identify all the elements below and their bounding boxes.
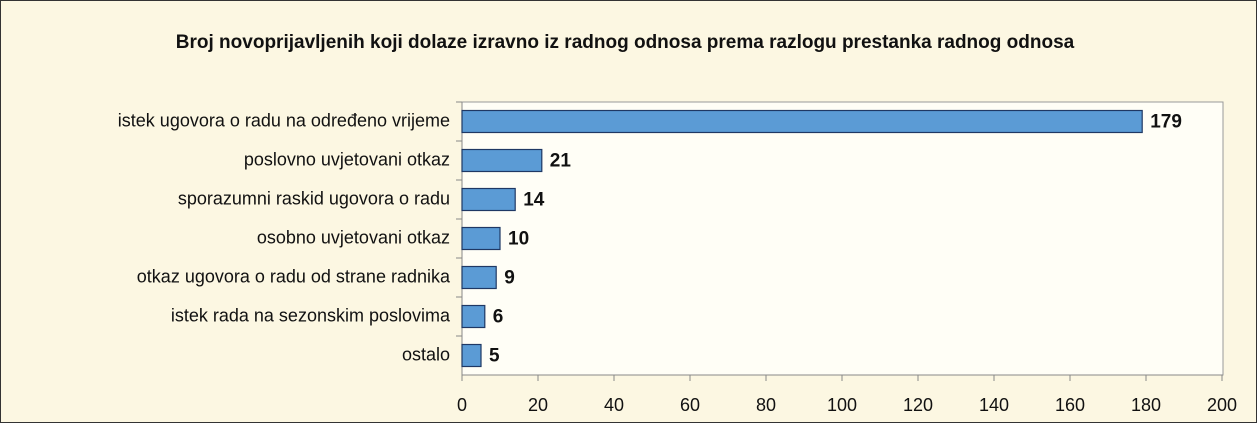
y-tick-label: osobno uvjetovani otkaz (257, 227, 450, 247)
y-tick-label: istek ugovora o radu na određeno vrijeme (118, 110, 450, 130)
bar (461, 343, 482, 368)
plot-area (461, 101, 1224, 376)
bar (461, 148, 543, 173)
data-label: 9 (504, 268, 515, 289)
y-tick-label: sporazumni raskid ugovora o radu (178, 188, 450, 208)
data-label: 21 (550, 151, 572, 172)
x-tick-label: 80 (756, 395, 776, 415)
bar (461, 109, 1143, 134)
bar (461, 187, 516, 212)
y-tick-label: istek rada na sezonskim poslovima (171, 305, 451, 325)
x-tick-label: 60 (680, 395, 700, 415)
x-tick-label: 140 (979, 395, 1009, 415)
data-label: 5 (489, 346, 500, 367)
x-tick-label: 160 (1055, 395, 1085, 415)
y-tick-label: poslovno uvjetovani otkaz (244, 149, 450, 169)
x-tick-label: 200 (1207, 395, 1237, 415)
x-tick-label: 0 (457, 395, 467, 415)
data-label: 10 (508, 229, 529, 250)
x-tick-label: 100 (827, 395, 857, 415)
bar (461, 265, 497, 290)
x-tick-label: 40 (604, 395, 624, 415)
y-tick-label: ostalo (402, 344, 450, 364)
bar (461, 304, 486, 329)
data-label: 179 (1150, 112, 1182, 133)
data-label: 14 (523, 190, 545, 211)
y-tick-label: otkaz ugovora o radu od strane radnika (137, 266, 451, 286)
data-label: 6 (493, 307, 504, 328)
chart-title: Broj novoprijavljenih koji dolaze izravn… (175, 32, 1075, 53)
bar (461, 226, 501, 251)
x-tick-label: 20 (528, 395, 548, 415)
x-tick-label: 120 (903, 395, 933, 415)
x-tick-label: 180 (1131, 395, 1161, 415)
